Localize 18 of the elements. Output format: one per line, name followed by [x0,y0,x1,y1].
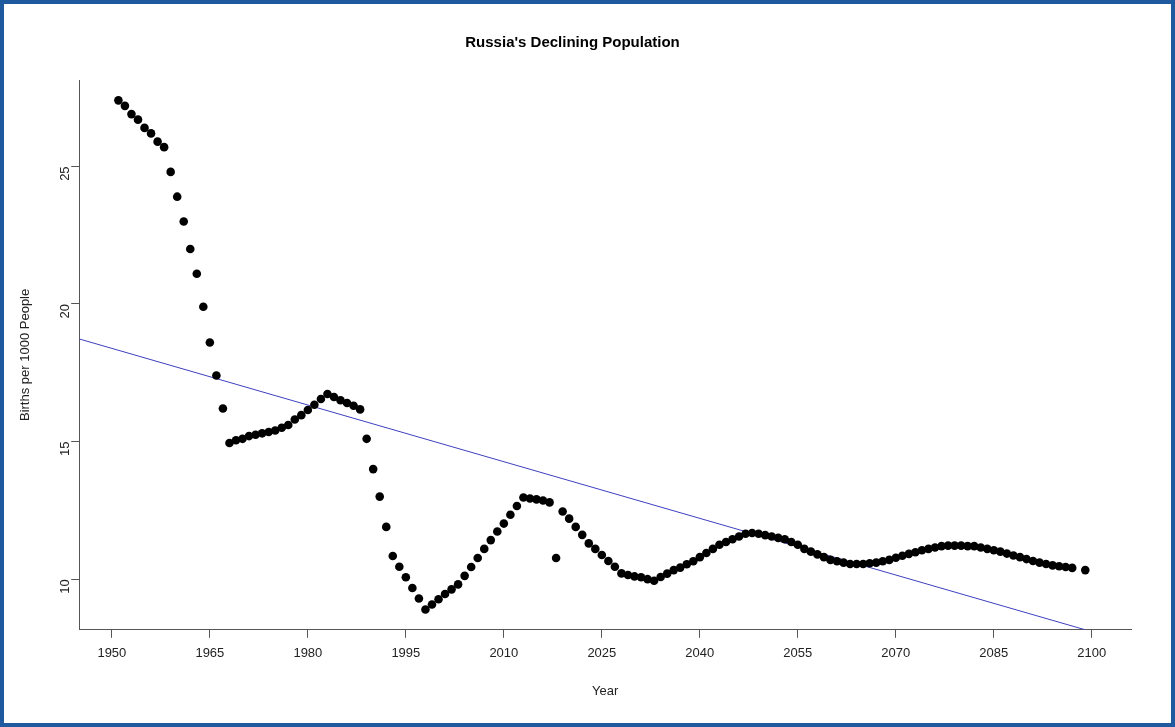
x-tick-label: 1995 [391,645,421,661]
x-tick-label: 2100 [1077,645,1107,661]
y-tick-label: 10 [56,579,72,594]
y-tick-label: 15 [56,441,72,457]
x-tick-label: 2085 [979,645,1009,661]
x-tick-label: 1965 [195,645,225,661]
y-axis-title: Births per 1000 People [17,288,33,422]
x-tick-label: 2010 [489,645,519,661]
x-axis-title: Year [591,682,619,698]
x-tick-label: 1980 [293,645,323,661]
x-tick-label: 2055 [783,645,813,661]
x-tick-label: 1950 [97,645,127,661]
x-tick-label: 2070 [881,645,911,661]
y-tick-label: 20 [56,303,72,319]
x-tick-label: 2025 [587,645,617,661]
chart-title: Russia's Declining Population [465,33,680,51]
x-tick-label: 2040 [685,645,715,661]
y-tick-label: 25 [56,166,72,181]
